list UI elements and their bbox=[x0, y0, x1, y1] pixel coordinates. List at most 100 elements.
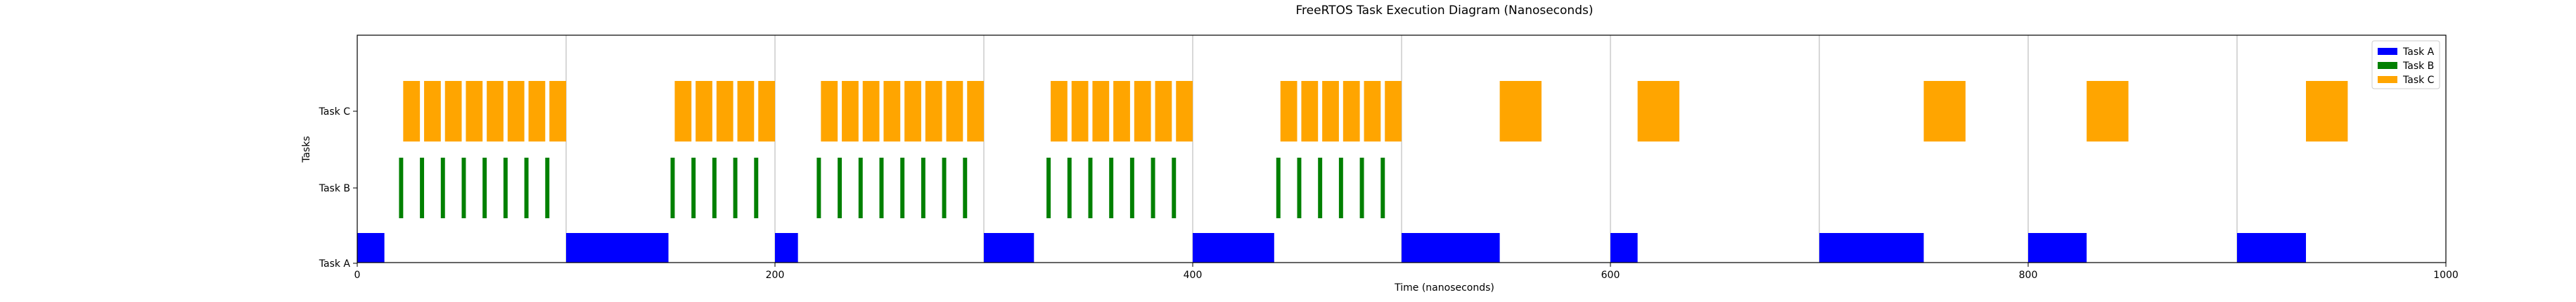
x-tick-label: 600 bbox=[1601, 270, 1620, 281]
bar-task-c bbox=[1637, 81, 1680, 141]
bar-task-b bbox=[921, 158, 925, 218]
bar-task-c bbox=[2087, 81, 2129, 141]
bar-task-b bbox=[440, 158, 445, 218]
bar-task-c bbox=[549, 81, 566, 141]
bar-task-a bbox=[1402, 233, 1500, 263]
x-tick-label: 0 bbox=[354, 270, 361, 281]
bar-task-b bbox=[1380, 158, 1385, 218]
legend-label: Task B bbox=[2402, 61, 2434, 72]
bar-task-c bbox=[696, 81, 712, 141]
bar-task-b bbox=[1318, 158, 1323, 218]
x-tick-label: 800 bbox=[2019, 270, 2038, 281]
x-tick-label: 400 bbox=[1184, 270, 1203, 281]
bar-task-b bbox=[879, 158, 884, 218]
bar-task-c bbox=[1134, 81, 1151, 141]
bar-task-a bbox=[2237, 233, 2307, 263]
bar-task-c bbox=[1071, 81, 1089, 141]
y-axis-label: Tasks bbox=[301, 136, 312, 163]
bar-task-b bbox=[816, 158, 821, 218]
bar-task-c bbox=[716, 81, 733, 141]
bar-task-c bbox=[1113, 81, 1130, 141]
bar-task-c bbox=[1385, 81, 1402, 141]
bar-task-c bbox=[883, 81, 901, 141]
bar-task-b bbox=[691, 158, 696, 218]
x-tick-label: 200 bbox=[766, 270, 785, 281]
legend-swatch bbox=[2378, 48, 2397, 55]
bar-task-b bbox=[1172, 158, 1177, 218]
bar-task-a bbox=[1819, 233, 1924, 263]
bar-task-c bbox=[1176, 81, 1193, 141]
x-axis-label: Time (nanoseconds) bbox=[1394, 282, 1494, 294]
y-tick-label: Task A bbox=[319, 258, 351, 270]
y-tick-label: Task B bbox=[319, 183, 350, 194]
bar-task-b bbox=[1088, 158, 1093, 218]
bar-task-b bbox=[942, 158, 947, 218]
bar-task-b bbox=[399, 158, 404, 218]
chart-title: FreeRTOS Task Execution Diagram (Nanosec… bbox=[1296, 4, 1594, 18]
bar-task-c bbox=[821, 81, 838, 141]
bar-task-c bbox=[1499, 81, 1542, 141]
bar-task-b bbox=[420, 158, 425, 218]
bars-layer bbox=[357, 81, 2348, 263]
bar-task-b bbox=[545, 158, 550, 218]
bar-task-c bbox=[403, 81, 421, 141]
ticks-layer: 0 200 400 600 800 1000 Task A Task B Task C bbox=[319, 106, 2459, 281]
legend-swatch bbox=[2378, 76, 2397, 83]
bar-task-c bbox=[1343, 81, 1360, 141]
bar-task-b bbox=[1297, 158, 1302, 218]
bar-task-c bbox=[1923, 81, 1966, 141]
bar-task-b bbox=[1276, 158, 1281, 218]
bar-task-a bbox=[2028, 233, 2087, 263]
bar-task-a bbox=[1193, 233, 1274, 263]
bar-task-b bbox=[1109, 158, 1114, 218]
bar-task-b bbox=[963, 158, 968, 218]
bar-task-a bbox=[1610, 233, 1638, 263]
bar-task-c bbox=[424, 81, 441, 141]
legend-swatch bbox=[2378, 62, 2397, 69]
bar-task-b bbox=[524, 158, 529, 218]
bar-task-c bbox=[1322, 81, 1339, 141]
bar-task-c bbox=[487, 81, 504, 141]
legend-label: Task C bbox=[2402, 75, 2435, 86]
bar-task-a bbox=[357, 233, 385, 263]
bar-task-b bbox=[482, 158, 487, 218]
bar-task-c bbox=[1155, 81, 1172, 141]
bar-task-b bbox=[503, 158, 508, 218]
bar-task-c bbox=[946, 81, 963, 141]
grid-layer bbox=[565, 35, 2238, 263]
y-tick-label: Task C bbox=[319, 106, 351, 118]
bar-task-b bbox=[733, 158, 738, 218]
bar-task-b bbox=[838, 158, 842, 218]
bar-task-b bbox=[754, 158, 759, 218]
bar-task-c bbox=[444, 81, 462, 141]
bar-task-b bbox=[1129, 158, 1134, 218]
bar-task-c bbox=[2306, 81, 2348, 141]
bar-task-c bbox=[466, 81, 483, 141]
bar-task-c bbox=[674, 81, 692, 141]
bar-task-c bbox=[862, 81, 880, 141]
bar-task-b bbox=[1151, 158, 1155, 218]
bar-task-c bbox=[1051, 81, 1068, 141]
bar-task-b bbox=[712, 158, 717, 218]
bar-task-c bbox=[1301, 81, 1319, 141]
bar-task-a bbox=[775, 233, 798, 263]
bar-task-c bbox=[528, 81, 546, 141]
bar-task-b bbox=[1338, 158, 1343, 218]
legend-label: Task A bbox=[2402, 46, 2435, 58]
bar-task-a bbox=[566, 233, 669, 263]
bar-task-c bbox=[1280, 81, 1297, 141]
bar-task-b bbox=[1359, 158, 1364, 218]
bar-task-c bbox=[842, 81, 859, 141]
legend: Task A Task B Task C bbox=[2371, 40, 2440, 89]
bar-task-b bbox=[900, 158, 905, 218]
bar-task-c bbox=[925, 81, 942, 141]
bar-task-c bbox=[758, 81, 775, 141]
bar-task-c bbox=[904, 81, 921, 141]
bar-task-c bbox=[507, 81, 525, 141]
bar-task-b bbox=[858, 158, 863, 218]
bar-task-a bbox=[984, 233, 1034, 263]
bar-task-c bbox=[1364, 81, 1381, 141]
x-tick-label: 1000 bbox=[2433, 270, 2459, 281]
